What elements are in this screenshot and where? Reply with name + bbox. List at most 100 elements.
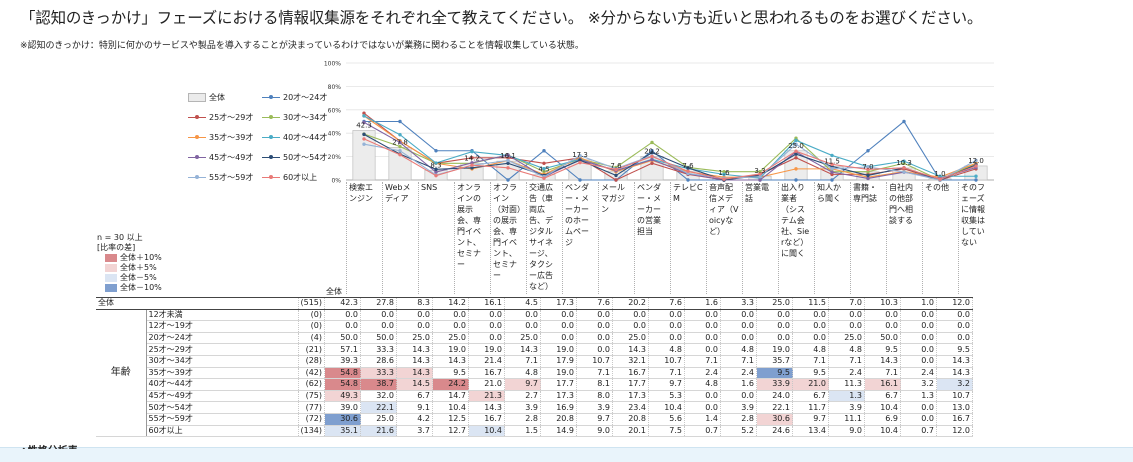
- table-cell: 21.4: [468, 355, 506, 368]
- sample-size: (0): [298, 320, 326, 333]
- table-cell: 9.7: [792, 413, 830, 426]
- table-cell: 12.0: [936, 425, 974, 438]
- bar-value-label: 3.3: [754, 167, 765, 175]
- table-cell: 0.0: [360, 320, 398, 333]
- series-point: [578, 178, 582, 182]
- series-point: [758, 175, 762, 179]
- row-label: 25才～29才: [146, 343, 299, 356]
- table-cell: 3.9: [576, 401, 614, 414]
- table-cell: 20.8: [612, 413, 650, 426]
- table-cell: 33.3: [360, 343, 398, 356]
- table-cell: 4.8: [828, 343, 866, 356]
- category-label: そのフェーズに情報収集はしていない: [958, 182, 994, 294]
- sample-size: (0): [298, 309, 326, 322]
- table-row: 60才以上 (134) 35.1 21.6 3.7 12.7 10.4 1.5 14.9 9.0 2…: [96, 425, 974, 438]
- series-line: [364, 120, 976, 181]
- table-cell: 17.9: [540, 355, 578, 368]
- table-cell: 11.1: [828, 413, 866, 426]
- series-point: [722, 172, 726, 177]
- series-point: [362, 137, 366, 141]
- table-cell: 6.9: [864, 413, 902, 426]
- table-cell: 2.4: [684, 367, 722, 380]
- table-cell: 16.7: [468, 367, 506, 380]
- table-cell: 7.1: [576, 367, 614, 380]
- table-cell: 19.0: [468, 343, 506, 356]
- series-line: [363, 133, 977, 181]
- legend-item: 55才～59才: [188, 172, 260, 183]
- category-label: 音声配信メディア（Voicyなど）: [706, 182, 742, 294]
- overall-column-label: 全体: [326, 287, 342, 296]
- y-tick-label: 60%: [328, 107, 342, 114]
- y-tick-label: 20%: [328, 154, 342, 161]
- series-point: [434, 170, 438, 174]
- table-cell: 9.0: [576, 425, 614, 438]
- series-point: [938, 177, 942, 181]
- table-cell: 24.0: [756, 390, 794, 403]
- series-point: [506, 166, 510, 170]
- table-cell: 0.0: [576, 309, 614, 322]
- table-cell: 16.7: [468, 413, 506, 426]
- series-point: [650, 150, 654, 155]
- table-cell: 0.0: [684, 309, 722, 322]
- table-cell: 10.7: [936, 390, 974, 403]
- table-cell: 0.0: [720, 320, 758, 333]
- sample-size: (4): [298, 332, 326, 345]
- y-tick-label: 40%: [328, 131, 342, 138]
- footer-band: [0, 447, 1133, 462]
- legend-label: 55才～59才: [209, 173, 254, 182]
- table-cell: 1.0: [900, 297, 938, 310]
- series-point: [614, 167, 618, 172]
- table-cell: 0.0: [720, 332, 758, 345]
- row-label: 40才～44才: [146, 378, 299, 391]
- table-cell: 21.3: [468, 390, 506, 403]
- series-point: [794, 167, 798, 171]
- category-label: 自社内の他部門へ相談する: [886, 182, 922, 294]
- legend-label: 全体: [209, 93, 225, 102]
- table-cell: 0.0: [720, 390, 758, 403]
- table-cell: 0.0: [792, 309, 830, 322]
- table-cell: 25.0: [396, 332, 434, 345]
- category-label: 書籍・専門誌: [850, 182, 886, 294]
- series-point: [866, 167, 870, 172]
- table-cell: 7.1: [648, 367, 686, 380]
- series-point: [686, 166, 690, 170]
- series-point: [434, 167, 438, 172]
- table-cell: 14.3: [396, 355, 434, 368]
- series-point: [902, 119, 906, 124]
- legend-swatch: [262, 175, 280, 179]
- table-cell: 25.0: [432, 332, 470, 345]
- table-cell: 14.9: [540, 425, 578, 438]
- table-cell: 4.8: [720, 343, 758, 356]
- series-point: [794, 142, 798, 146]
- table-cell: 10.4: [864, 401, 902, 414]
- table-cell: 0.0: [864, 309, 902, 322]
- table-cell: 11.7: [792, 401, 830, 414]
- series-line: [363, 112, 977, 181]
- table-cell: 10.4: [432, 401, 470, 414]
- series-point: [506, 161, 510, 165]
- row-label: 12才未満: [146, 309, 299, 322]
- series-point: [794, 138, 798, 143]
- table-cell: 0.0: [432, 309, 470, 322]
- table-cell: 0.0: [828, 309, 866, 322]
- table-cell: 0.0: [684, 390, 722, 403]
- table-cell: 14.3: [936, 367, 974, 380]
- series-point: [398, 144, 402, 149]
- overall-bar: [352, 130, 376, 181]
- bar-value-label: 20.2: [644, 147, 660, 155]
- table-cell: 0.0: [612, 320, 650, 333]
- legend-swatch: [188, 115, 206, 119]
- table-cell: 17.7: [612, 378, 650, 391]
- table-cell: 2.4: [900, 367, 938, 380]
- table-cell: 7.1: [684, 355, 722, 368]
- table-cell: 9.5: [756, 367, 794, 380]
- table-cell: 0.0: [576, 332, 614, 345]
- table-cell: 0.0: [720, 309, 758, 322]
- table-cell: 0.7: [684, 425, 722, 438]
- table-cell: 14.3: [396, 367, 434, 380]
- table-cell: 0.0: [900, 401, 938, 414]
- series-point: [362, 142, 366, 146]
- table-cell: 54.8: [324, 378, 362, 391]
- legend-item: 50才～54才: [262, 152, 334, 163]
- table-cell: 9.0: [828, 425, 866, 438]
